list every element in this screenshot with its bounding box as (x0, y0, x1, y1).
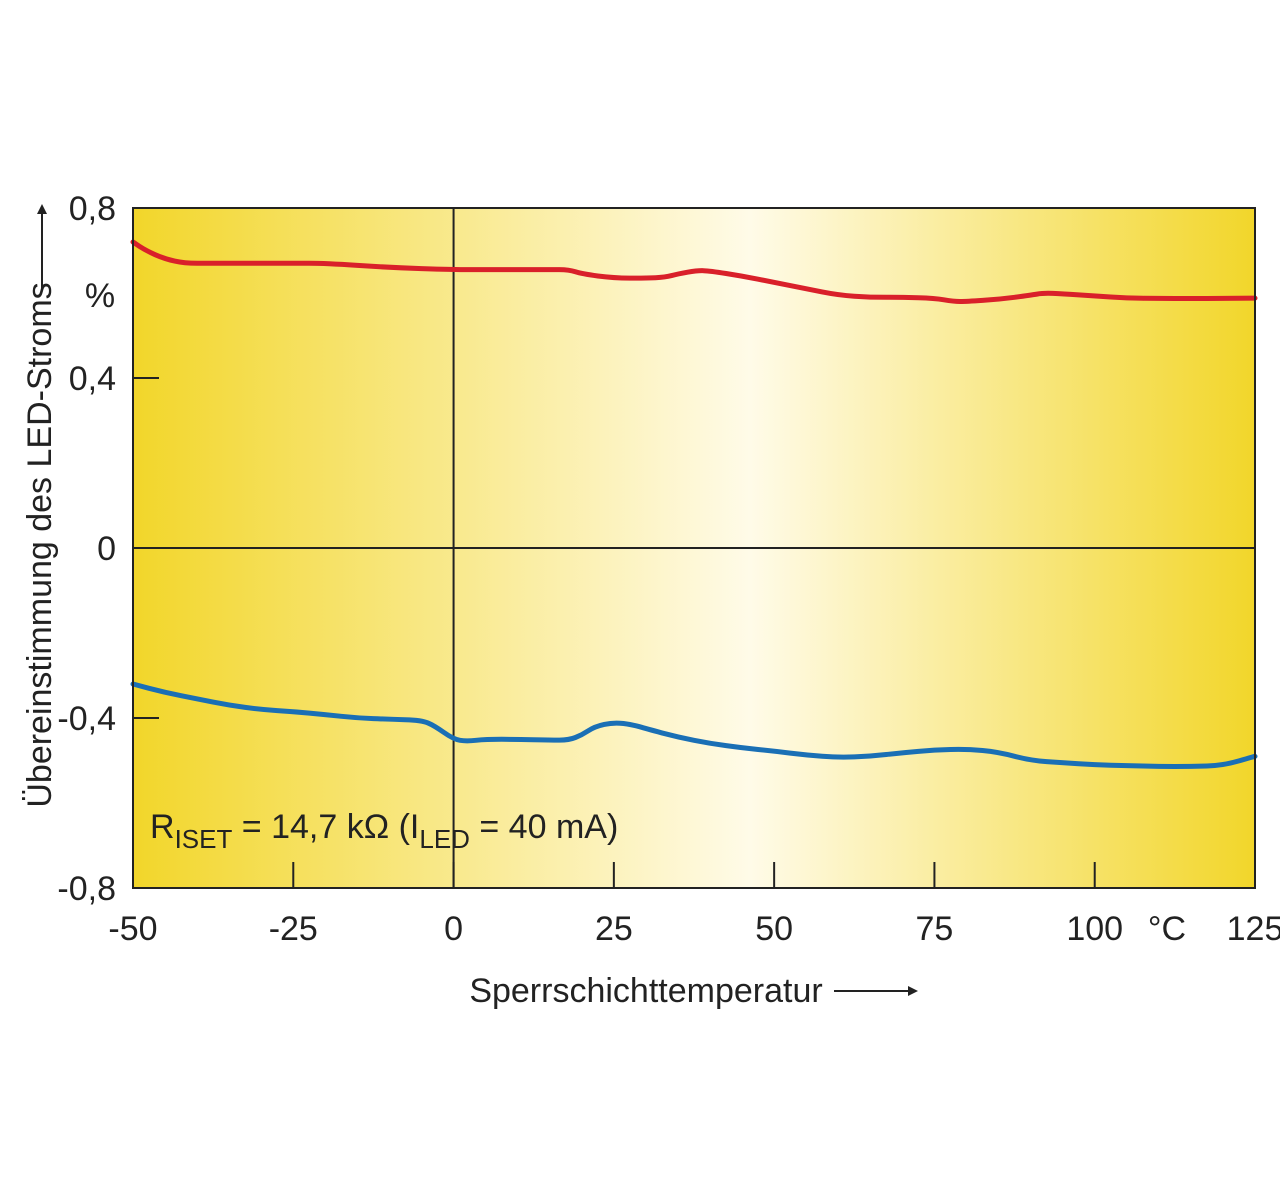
x-tick-label: 25 (595, 910, 633, 948)
x-tick-label: 0 (444, 910, 463, 948)
y-tick-label: -0,8 (57, 870, 116, 908)
y-tick-label: -0,4 (57, 700, 116, 738)
x-tick-label: -50 (108, 910, 157, 948)
x-axis-title: Sperrschichttemperatur (469, 972, 822, 1010)
x-tick-label: 50 (755, 910, 793, 948)
y-axis-title: Übereinstimmung des LED-Stroms (21, 282, 59, 807)
x-unit-label: °C (1148, 910, 1186, 948)
x-tick-label: -25 (269, 910, 318, 948)
x-tick-label: 125 (1227, 910, 1280, 948)
series-line-2 (130, 681, 1258, 769)
x-tick-label: 75 (916, 910, 954, 948)
y-tick-label: 0 (97, 530, 116, 568)
y-unit-label: % (85, 277, 115, 315)
x-tick-label: 100 (1066, 910, 1123, 948)
annotation: RISET = 14,7 kΩ (ILED = 40 mA) (150, 808, 618, 854)
y-tick-label: 0,8 (69, 190, 116, 228)
series-line-1 (130, 239, 1258, 304)
y-tick-label: 0,4 (69, 360, 116, 398)
